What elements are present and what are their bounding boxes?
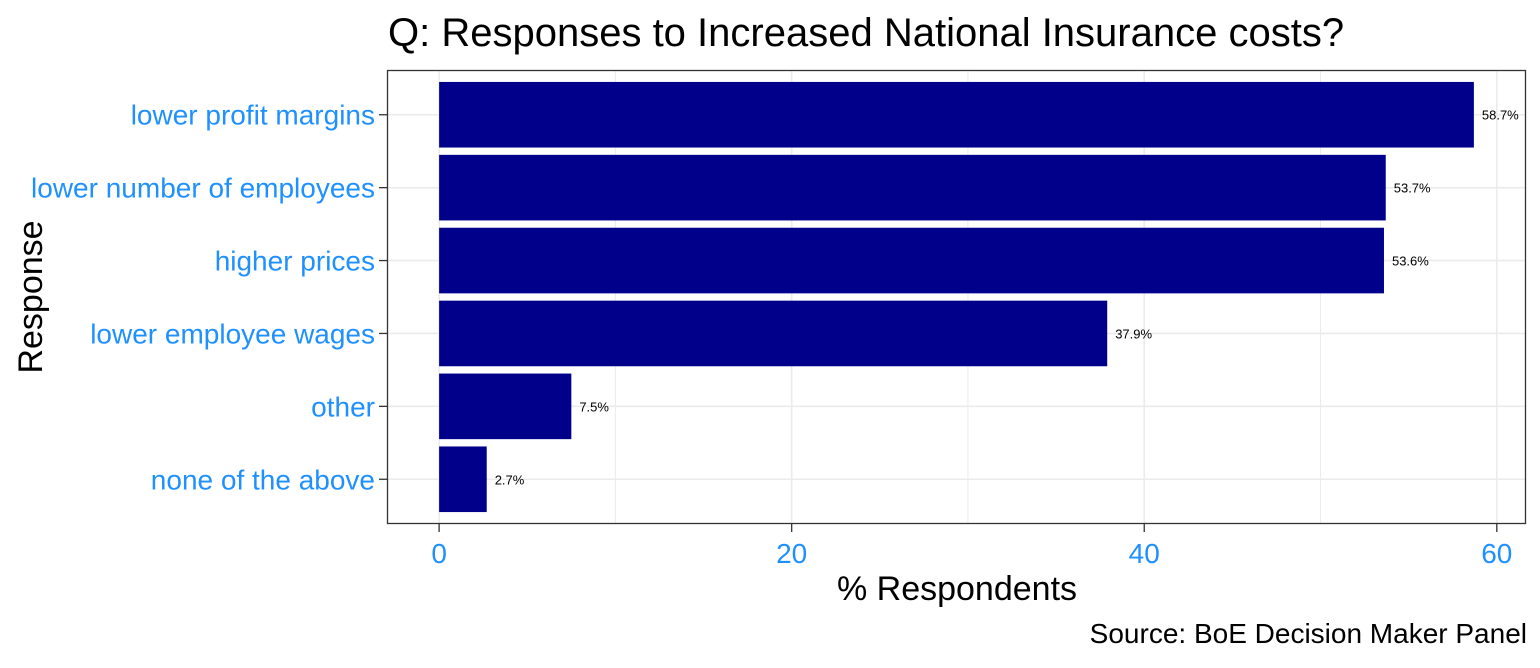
y-tick-label: other	[311, 391, 375, 422]
y-tick-label: lower number of employees	[31, 173, 375, 204]
source-caption: Source: BoE Decision Maker Panel	[1090, 618, 1527, 649]
y-axis: lower profit margins lower number of empl…	[31, 100, 388, 495]
bar	[439, 373, 572, 440]
x-tick-label: 0	[431, 538, 447, 569]
bar-value-label: 58.7%	[1482, 108, 1519, 123]
x-axis-title: % Respondents	[837, 570, 1077, 608]
y-tick-label: higher prices	[215, 246, 375, 277]
bar	[439, 300, 1108, 367]
x-tick-label: 20	[776, 538, 807, 569]
x-tick-label: 60	[1481, 538, 1512, 569]
bar-value-label: 7.5%	[579, 399, 609, 414]
bar-value-label: 53.6%	[1392, 254, 1429, 269]
plot-panel-border	[386, 69, 1527, 525]
bar-value-label: 37.9%	[1115, 326, 1152, 341]
bar	[439, 154, 1386, 221]
bars	[439, 81, 1474, 513]
x-axis: 0 20 40 60	[431, 523, 1512, 569]
bar-value-label: 53.7%	[1394, 181, 1431, 196]
y-axis-title: Response	[12, 220, 50, 373]
chart-title: Q: Responses to Increased National Insur…	[388, 11, 1344, 55]
bar	[439, 227, 1384, 294]
bar	[439, 81, 1474, 148]
y-tick-label: lower profit margins	[131, 100, 375, 131]
bar-labels: 58.7% 53.7% 53.6% 37.9% 7.5% 2.7%	[495, 108, 1519, 488]
bar-value-label: 2.7%	[495, 472, 525, 487]
x-tick-label: 40	[1129, 538, 1160, 569]
y-tick-label: lower employee wages	[90, 318, 375, 349]
bar	[439, 446, 487, 513]
y-tick-label: none of the above	[151, 464, 375, 495]
